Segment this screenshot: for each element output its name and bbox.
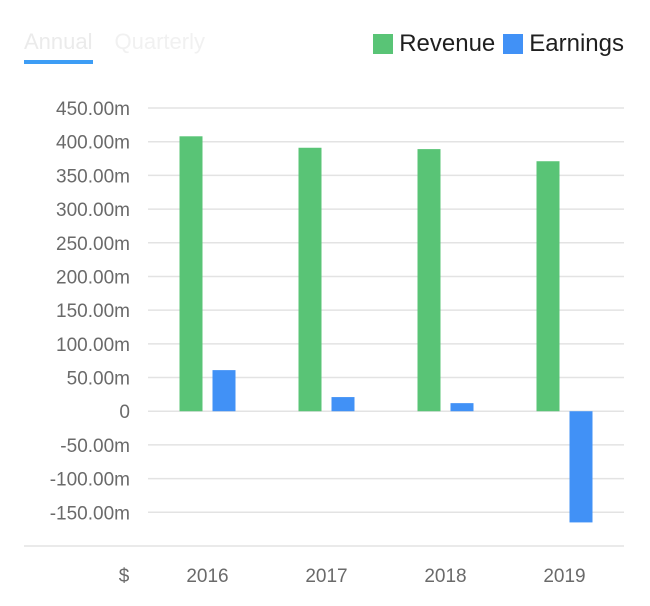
bar-earnings-2018 — [450, 403, 474, 412]
y-tick-label: -50.00m — [60, 436, 130, 457]
legend-item-earnings[interactable]: Earnings — [503, 30, 624, 58]
tab-quarterly[interactable]: Quarterly — [114, 29, 205, 54]
bar-earnings-2016 — [212, 370, 236, 412]
chart-legend: Revenue Earnings — [373, 30, 624, 58]
bar-earnings-2019 — [569, 411, 593, 523]
period-tabs: Annual Quarterly — [24, 28, 205, 64]
bar-revenue-2016 — [179, 136, 203, 412]
currency-label: $ — [119, 566, 130, 587]
x-tick-label: 2019 — [543, 566, 585, 587]
y-tick-label: 250.00m — [56, 234, 130, 255]
tab-annual[interactable]: Annual — [24, 28, 93, 64]
y-tick-label: 50.00m — [67, 369, 130, 390]
y-tick-label: 150.00m — [56, 301, 130, 322]
earnings-swatch — [503, 34, 524, 54]
y-tick-label: -100.00m — [50, 470, 130, 491]
bar-revenue-2019 — [536, 161, 560, 412]
legend-label-earnings: Earnings — [529, 30, 624, 57]
x-tick-label: 2016 — [186, 566, 228, 587]
y-tick-label: 400.00m — [56, 133, 130, 154]
y-tick-label: 450.00m — [56, 99, 130, 120]
y-tick-label: 350.00m — [56, 166, 130, 187]
x-tick-label: 2017 — [305, 566, 347, 587]
legend-item-revenue[interactable]: Revenue — [373, 30, 495, 58]
bar-revenue-2018 — [417, 149, 441, 412]
y-tick-label: 300.00m — [56, 200, 130, 221]
x-tick-label: 2018 — [424, 566, 466, 587]
bar-earnings-2017 — [331, 397, 355, 412]
y-tick-label: 100.00m — [56, 335, 130, 356]
y-tick-label: -150.00m — [50, 503, 130, 524]
y-tick-label: 0 — [119, 402, 130, 423]
revenue-swatch — [373, 34, 394, 54]
bar-revenue-2017 — [298, 147, 322, 412]
legend-label-revenue: Revenue — [399, 30, 496, 57]
y-tick-label: 200.00m — [56, 267, 130, 288]
